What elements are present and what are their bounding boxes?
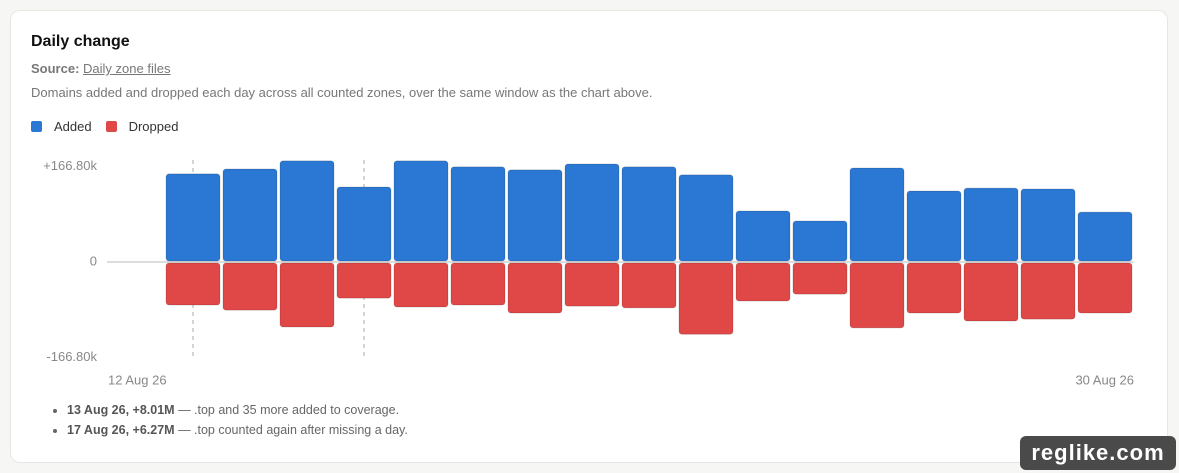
bar [963, 187, 1019, 262]
watermark: reglike.com [1020, 436, 1176, 470]
bar [792, 220, 848, 262]
description: Domains added and dropped each day acros… [31, 85, 653, 100]
bar [678, 174, 734, 262]
legend-item: Dropped [105, 119, 179, 134]
note: 17 Aug 26, +6.27M — .top counted again a… [67, 423, 408, 437]
y-tick-label: +166.80k [43, 158, 97, 173]
bar [678, 262, 734, 335]
bar [279, 160, 335, 262]
bar [450, 262, 506, 306]
y-tick-label: 0 [90, 253, 97, 268]
bar [1020, 262, 1076, 320]
source-label: Source: [31, 61, 80, 76]
card-title: Daily change [31, 33, 130, 50]
bar [792, 262, 848, 295]
bar [564, 262, 620, 307]
x-axis-label: 12 Aug 26 [108, 372, 167, 387]
bar [621, 166, 677, 262]
bar [1020, 188, 1076, 262]
bar [279, 262, 335, 328]
bar [450, 166, 506, 262]
notes: 13 Aug 26, +8.01M — .top and 35 more add… [49, 403, 408, 443]
x-axis-label: 30 Aug 26 [1075, 372, 1134, 387]
source: Source: Daily zone files [31, 61, 170, 76]
legend-swatch [31, 121, 42, 132]
bar [1077, 211, 1133, 262]
bar [507, 169, 563, 262]
bar [621, 262, 677, 309]
legend-label: Dropped [128, 119, 179, 134]
bar [735, 210, 791, 262]
bar [564, 163, 620, 262]
bar [393, 160, 449, 262]
note-text: — .top counted again after missing a day… [178, 423, 408, 437]
bar [963, 262, 1019, 322]
bar [849, 262, 905, 329]
bar [906, 262, 962, 314]
bar [906, 190, 962, 262]
bar [735, 262, 791, 302]
bar [165, 262, 221, 306]
bar [222, 168, 278, 262]
bar [165, 173, 221, 262]
bar [336, 262, 392, 299]
bar [507, 262, 563, 314]
legend-label: Added [54, 119, 92, 134]
note-date: 13 Aug 26, +8.01M [67, 403, 175, 417]
bar [336, 186, 392, 262]
bar [849, 167, 905, 262]
note: 13 Aug 26, +8.01M — .top and 35 more add… [67, 403, 408, 417]
legend-swatch [105, 121, 117, 132]
note-date: 17 Aug 26, +6.27M [67, 423, 175, 437]
legend: Added Dropped [31, 119, 178, 134]
y-tick-label: -166.80k [46, 349, 97, 364]
legend-item: Added [31, 119, 92, 134]
note-text: — .top and 35 more added to coverage. [178, 403, 400, 417]
source-link[interactable]: Daily zone files [83, 61, 171, 76]
bar [222, 262, 278, 311]
bar [393, 262, 449, 308]
bar [1077, 262, 1133, 314]
